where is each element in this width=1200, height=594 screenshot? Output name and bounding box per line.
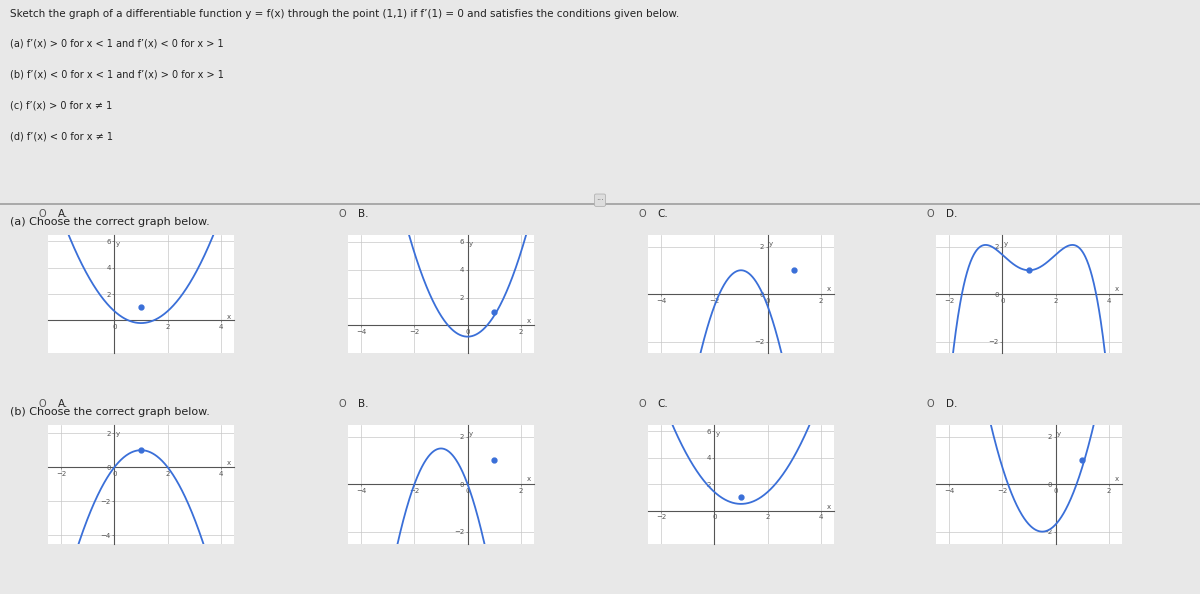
Text: x: x <box>827 286 832 292</box>
Text: B.: B. <box>358 399 368 409</box>
Text: y: y <box>769 241 773 247</box>
Text: x: x <box>827 504 832 510</box>
Text: O: O <box>38 209 46 219</box>
Text: O: O <box>338 209 346 219</box>
Text: B.: B. <box>358 209 368 219</box>
Text: (c) f’(x) > 0 for x ≠ 1: (c) f’(x) > 0 for x ≠ 1 <box>10 100 112 110</box>
Text: x: x <box>1115 286 1120 292</box>
Text: (b) Choose the correct graph below.: (b) Choose the correct graph below. <box>10 407 210 417</box>
Text: D.: D. <box>946 399 956 409</box>
Text: ···: ··· <box>596 195 604 205</box>
Text: y: y <box>1057 431 1061 437</box>
Text: (a) f’(x) > 0 for x < 1 and f’(x) < 0 for x > 1: (a) f’(x) > 0 for x < 1 and f’(x) < 0 fo… <box>10 39 223 49</box>
Text: A.: A. <box>58 209 68 219</box>
Text: O: O <box>926 399 934 409</box>
Text: C.: C. <box>658 399 668 409</box>
Text: A.: A. <box>58 399 68 409</box>
Text: x: x <box>227 314 232 320</box>
Text: (b) f’(x) < 0 for x < 1 and f’(x) > 0 for x > 1: (b) f’(x) < 0 for x < 1 and f’(x) > 0 fo… <box>10 69 223 80</box>
Text: y: y <box>115 241 120 247</box>
Text: y: y <box>115 431 120 437</box>
Text: x: x <box>227 460 232 466</box>
Text: y: y <box>715 431 720 437</box>
Text: (d) f’(x) < 0 for x ≠ 1: (d) f’(x) < 0 for x ≠ 1 <box>10 131 113 141</box>
Text: y: y <box>1003 241 1008 247</box>
Text: x: x <box>527 476 532 482</box>
Text: Sketch the graph of a differentiable function y = f(x) through the point (1,1) i: Sketch the graph of a differentiable fun… <box>10 9 679 19</box>
Text: O: O <box>38 399 46 409</box>
Text: y: y <box>469 241 473 247</box>
Text: D.: D. <box>946 209 956 219</box>
Text: O: O <box>338 399 346 409</box>
Text: y: y <box>469 431 473 437</box>
Text: x: x <box>1115 476 1120 482</box>
Text: O: O <box>926 209 934 219</box>
Text: x: x <box>527 318 532 324</box>
Text: (a) Choose the correct graph below.: (a) Choose the correct graph below. <box>10 217 209 227</box>
Text: C.: C. <box>658 209 668 219</box>
Text: O: O <box>638 399 646 409</box>
Text: O: O <box>638 209 646 219</box>
